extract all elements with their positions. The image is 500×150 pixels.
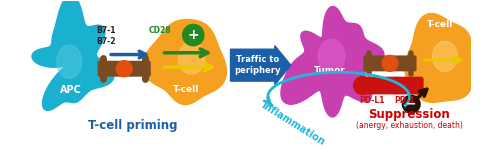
Polygon shape xyxy=(405,14,472,102)
Ellipse shape xyxy=(57,45,82,78)
Text: B7-1: B7-1 xyxy=(96,26,116,35)
Text: PD-L1: PD-L1 xyxy=(360,96,385,105)
Polygon shape xyxy=(281,6,384,117)
Text: T-cell: T-cell xyxy=(426,20,453,29)
Ellipse shape xyxy=(178,42,205,74)
Text: Tumor: Tumor xyxy=(314,66,346,75)
Text: T-cell priming: T-cell priming xyxy=(88,119,178,132)
Text: PD-1: PD-1 xyxy=(394,96,415,105)
FancyBboxPatch shape xyxy=(98,61,151,77)
Text: CD28: CD28 xyxy=(148,26,171,35)
FancyArrow shape xyxy=(230,46,290,85)
Circle shape xyxy=(354,77,372,94)
Ellipse shape xyxy=(318,39,345,73)
Ellipse shape xyxy=(432,41,458,71)
Text: T-cell: T-cell xyxy=(173,85,200,94)
Circle shape xyxy=(116,61,132,77)
Text: (anergy, exhaustion, death): (anergy, exhaustion, death) xyxy=(356,121,463,130)
Text: +: + xyxy=(188,28,199,42)
Text: APC: APC xyxy=(60,85,82,95)
FancyBboxPatch shape xyxy=(358,77,399,94)
Polygon shape xyxy=(32,0,114,110)
Text: Suppression: Suppression xyxy=(368,108,450,121)
Circle shape xyxy=(182,24,204,46)
Polygon shape xyxy=(143,20,226,105)
Text: Traffic to
periphery: Traffic to periphery xyxy=(234,55,280,75)
FancyBboxPatch shape xyxy=(394,77,424,94)
Circle shape xyxy=(382,56,398,71)
Circle shape xyxy=(402,95,420,113)
Text: Inflammation: Inflammation xyxy=(259,100,326,147)
FancyBboxPatch shape xyxy=(364,56,416,71)
Text: −: − xyxy=(406,98,416,111)
Text: B7-2: B7-2 xyxy=(96,37,116,46)
